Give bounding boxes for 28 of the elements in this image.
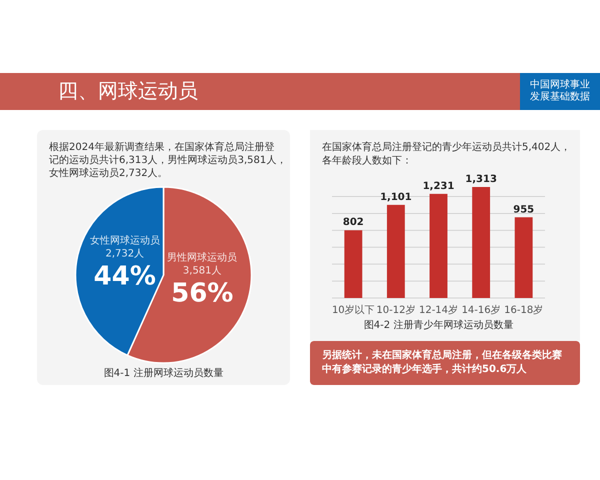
x-tick-label: 14-16岁	[462, 304, 501, 316]
text: 图4-2 注册青少年网球运动员数量	[364, 319, 514, 331]
slice-label: 男性网球运动员	[167, 251, 238, 264]
x-tick-label: 10岁以下	[332, 304, 375, 316]
data-label: 1,313	[465, 174, 497, 185]
data-label: 1,101	[380, 192, 412, 203]
text: 四、网球运动员	[58, 78, 198, 102]
text: 另据统计，未在国家体育总局注册，但在各级各类比赛中有参赛记录的青少年选手，共计约50.6万人	[322, 349, 562, 375]
x-tick-label: 10-12岁	[376, 304, 416, 316]
chart-subtitle: 在国家体育总局注册登记的青少年运动员共计5,402人，各年龄段人数如下：	[322, 141, 571, 166]
data-label: 2,732人	[105, 248, 144, 260]
data-label: 802	[342, 217, 364, 228]
data-label: 955	[513, 204, 534, 216]
bar	[430, 194, 448, 298]
x-tick-label: 16-18岁	[504, 304, 544, 316]
bar	[386, 204, 405, 298]
text: 中国网球事业发展基础数据	[530, 78, 590, 102]
data-label: 1,231	[422, 180, 454, 192]
text: 56%	[171, 278, 234, 308]
bar	[514, 217, 533, 298]
x-tick-label: 12-14岁	[418, 304, 458, 316]
data-label: 3,581人	[182, 265, 222, 276]
text: 图4-1 注册网球运动员数量	[104, 367, 224, 379]
text: 44%	[94, 262, 156, 292]
chart-subtitle: 根据2024年最新调查结果，在国家体育总局注册登记的运动员共计6,313人，男性网球运动员3,581人，女性网球运动员2,732人。	[49, 141, 286, 179]
bar	[344, 230, 362, 298]
bar	[472, 187, 490, 298]
slice-label: 女性网球运动员	[90, 234, 160, 247]
